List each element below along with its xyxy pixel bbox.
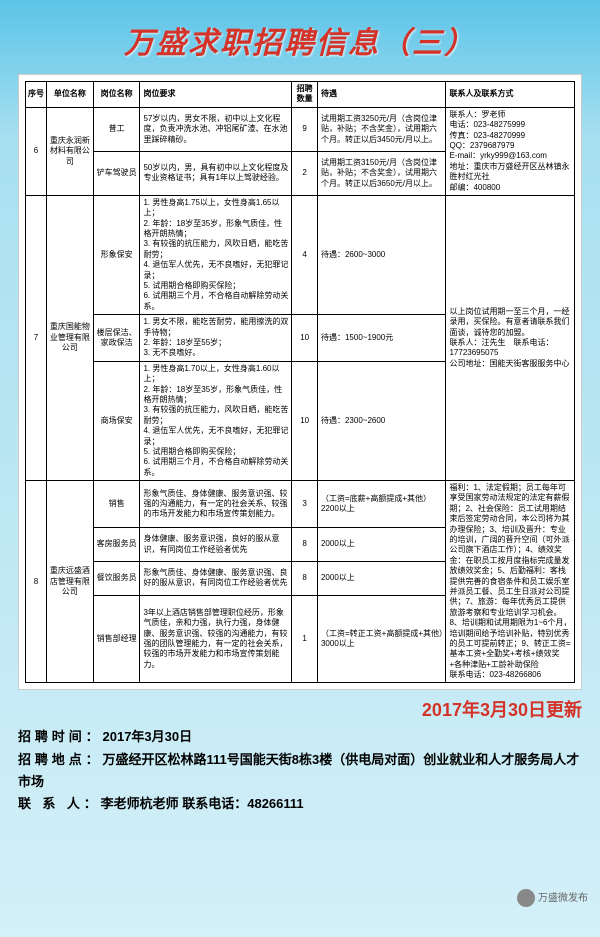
cell-treatment: 待遇：2600~3000 (317, 195, 445, 314)
cell-position: 普工 (93, 107, 140, 151)
cell-seq: 8 (26, 481, 47, 683)
cell-count: 10 (292, 361, 318, 480)
cell-position: 铲车驾驶员 (93, 151, 140, 195)
table-header-row: 序号 单位名称 岗位名称 岗位要求 招聘数量 待遇 联系人及联系方式 (26, 82, 575, 108)
recruitment-table-container: 序号 单位名称 岗位名称 岗位要求 招聘数量 待遇 联系人及联系方式 6重庆永润… (18, 74, 582, 690)
cell-treatment: 试用期工资3150元/月（含岗位津贴，补贴；不含奖金），试用期六个月。转正以后3… (317, 151, 445, 195)
cell-treatment: （工资=转正工资+高额提成+其他）3000以上 (317, 595, 445, 683)
cell-requirement: 形象气质佳、身体健康、服务意识强、良好的服从意识，有同岗位工作经验者优先 (140, 561, 292, 595)
cell-seq: 7 (26, 195, 47, 480)
cell-company: 重庆永润新材料有限公司 (47, 107, 94, 195)
cell-count: 9 (292, 107, 318, 151)
contact-value: 李老师杭老师 联系电话：48266111 (101, 796, 304, 811)
cell-seq: 6 (26, 107, 47, 195)
cell-treatment: 试用期工资3250元/月（含岗位津贴，补贴；不含奖金），试用期六个月。转正以后3… (317, 107, 445, 151)
cell-treatment: 2000以上 (317, 528, 445, 562)
cell-requirement: 1. 男女不限，能吃苦耐劳，能用擦洗的双手待物； 2. 年龄：18岁至55岁； … (140, 315, 292, 362)
table-row: 7重庆国能物业管理有限公司形象保安1. 男性身高1.75以上，女性身高1.65以… (26, 195, 575, 314)
col-company: 单位名称 (47, 82, 94, 108)
wechat-source-tag: 万盛微发布 (517, 889, 588, 907)
cell-requirement: 1. 男性身高1.70以上，女性身高1.60以上； 2. 年龄：18岁至35岁，… (140, 361, 292, 480)
table-row: 6重庆永润新材料有限公司普工57岁以内，男女不限，初中以上文化程度，负责冲洗水池… (26, 107, 575, 151)
table-row: 8重庆远盛酒店管理有限公司销售形象气质佳、身体健康、服务意识强、较强的沟通能力，… (26, 481, 575, 528)
cell-count: 2 (292, 151, 318, 195)
cell-contact: 联系人：罗老师 电话：023-48275999 传真：023-48270999 … (446, 107, 575, 195)
cell-position: 销售 (93, 481, 140, 528)
update-date: 2017年3月30日更新 (0, 696, 582, 722)
cell-position: 客房服务员 (93, 528, 140, 562)
cell-requirement: 形象气质佳、身体健康、服务意识强、较强的沟通能力，有一定的社会关系、较强的市场开… (140, 481, 292, 528)
cell-contact: 以上岗位试用期一至三个月，一经录用，买保险。有意者请联系我们面谈，诚待您的加盟。… (446, 195, 575, 480)
cell-treatment: 待遇：1500~1900元 (317, 315, 445, 362)
wechat-icon (517, 889, 535, 907)
cell-count: 8 (292, 528, 318, 562)
cell-position: 形象保安 (93, 195, 140, 314)
cell-treatment: 待遇：2300~2600 (317, 361, 445, 480)
col-treatment: 待遇 (317, 82, 445, 108)
cell-requirement: 身体健康、服务意识强，良好的服从意识，有同岗位工作经验者优先 (140, 528, 292, 562)
cell-requirement: 57岁以内，男女不限，初中以上文化程度，负责冲洗水池、冲铝尾矿渣、在水池里踩碎精… (140, 107, 292, 151)
cell-position: 餐饮服务员 (93, 561, 140, 595)
recruitment-table: 序号 单位名称 岗位名称 岗位要求 招聘数量 待遇 联系人及联系方式 6重庆永润… (25, 81, 575, 683)
wechat-text: 万盛微发布 (538, 893, 588, 904)
contact-label: 联 系 人： (18, 793, 101, 815)
col-contact: 联系人及联系方式 (446, 82, 575, 108)
col-position: 岗位名称 (93, 82, 140, 108)
cell-treatment: （工资=底薪+高额提成+其他）2200以上 (317, 481, 445, 528)
cell-count: 10 (292, 315, 318, 362)
cell-company: 重庆国能物业管理有限公司 (47, 195, 94, 480)
col-seq: 序号 (26, 82, 47, 108)
cell-count: 4 (292, 195, 318, 314)
cell-count: 8 (292, 561, 318, 595)
cell-contact: 福利：1、法定假期；员工每年可享受国家劳动法规定的法定有薪假期；2、社会保险：员… (446, 481, 575, 683)
cell-count: 3 (292, 481, 318, 528)
cell-company: 重庆远盛酒店管理有限公司 (47, 481, 94, 683)
cell-position: 商场保安 (93, 361, 140, 480)
cell-position: 楼层保洁、家政保洁 (93, 315, 140, 362)
cell-position: 销售部经理 (93, 595, 140, 683)
cell-requirement: 1. 男性身高1.75以上，女性身高1.65以上； 2. 年龄：18岁至35岁，… (140, 195, 292, 314)
cell-requirement: 3年以上酒店销售部管理职位经历，形象气质佳，亲和力强，执行力强，身体健康、服务意… (140, 595, 292, 683)
cell-requirement: 50岁以内，男，具有初中以上文化程度及专业资格证书；具有1年以上驾驶经验。 (140, 151, 292, 195)
addr-label: 招聘地点： (18, 749, 103, 771)
page-title: 万盛求职招聘信息（三） (0, 0, 600, 74)
cell-count: 1 (292, 595, 318, 683)
col-requirement: 岗位要求 (140, 82, 292, 108)
table-body: 6重庆永润新材料有限公司普工57岁以内，男女不限，初中以上文化程度，负责冲洗水池… (26, 107, 575, 683)
cell-treatment: 2000以上 (317, 561, 445, 595)
time-label: 招聘时间： (18, 726, 103, 748)
time-value: 2017年3月30日 (103, 729, 193, 744)
col-count: 招聘数量 (292, 82, 318, 108)
footer-info: 招聘时间：2017年3月30日 招聘地点：万盛经开区松林路111号国能天街8栋3… (18, 726, 582, 814)
